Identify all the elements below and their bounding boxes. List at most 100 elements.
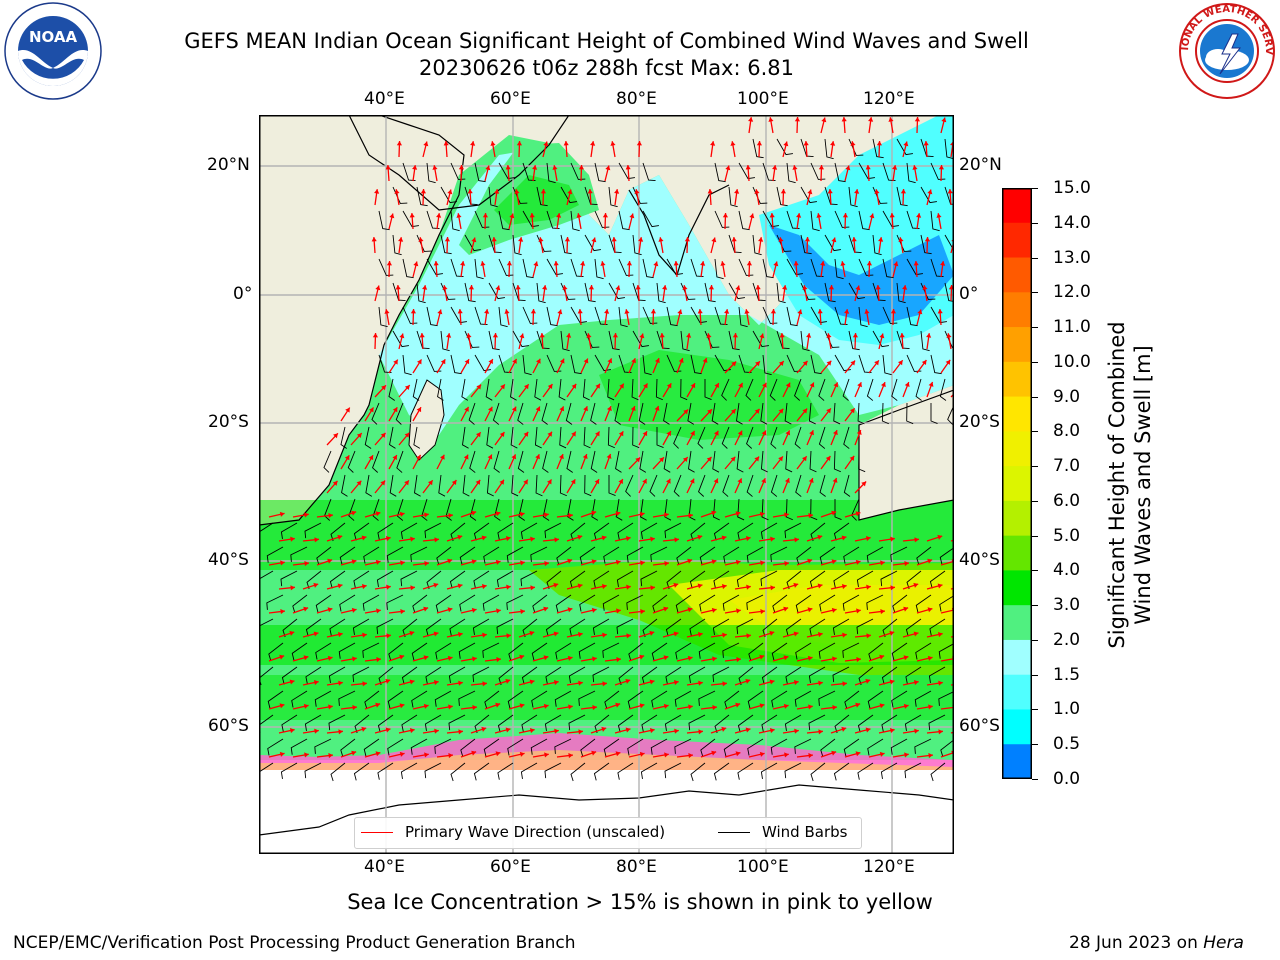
- wave-arrow-head: [615, 559, 621, 565]
- wave-arrow-head: [809, 382, 815, 388]
- wind-barb: [872, 138, 884, 159]
- wave-arrow-head: [831, 510, 837, 516]
- wave-arrow-head: [831, 607, 837, 613]
- wind-barb: [642, 306, 658, 324]
- wind-barb: [389, 474, 397, 497]
- wave-arrow-head: [398, 237, 404, 242]
- wave-arrow-head: [809, 430, 814, 436]
- wave-arrow-head: [418, 237, 424, 242]
- wind-barb: [736, 450, 744, 473]
- wind-barb: [291, 642, 308, 661]
- colorbar-tick-mark: [1032, 222, 1038, 224]
- wave-arrow-head: [868, 117, 874, 122]
- wave-arrow-head: [802, 360, 808, 366]
- wind-barb: [843, 546, 860, 564]
- wave-arrow-head: [505, 536, 511, 542]
- wind-barb: [872, 330, 889, 348]
- wave-arrow-head: [650, 309, 656, 314]
- wave-arrow-head: [639, 751, 645, 757]
- wave-arrow-head: [568, 753, 573, 759]
- wind-barb: [530, 738, 548, 755]
- wave-arrow-head: [682, 457, 688, 463]
- wave-arrow-head: [831, 237, 837, 243]
- wave-arrow-head: [433, 680, 439, 686]
- wind-barb: [365, 474, 373, 497]
- wind-barb: [560, 234, 572, 255]
- wave-arrow-head: [304, 561, 309, 567]
- wave-arrow-head: [855, 751, 861, 757]
- wind-barb: [906, 306, 918, 327]
- wind-barb: [497, 762, 514, 780]
- svg-text:NOAA: NOAA: [29, 28, 78, 46]
- wind-barb: [832, 666, 850, 683]
- footer-host: Hera: [1203, 933, 1244, 953]
- wave-arrow-head: [399, 511, 405, 517]
- wind-barb: [794, 378, 802, 401]
- wind-barb: [568, 666, 586, 683]
- wave-arrow-head: [794, 728, 799, 734]
- wind-barb: [570, 354, 582, 375]
- wind-barb: [340, 738, 356, 757]
- wave-arrow-head: [400, 560, 405, 566]
- wave-arrow-head: [495, 702, 501, 708]
- wind-barb: [939, 547, 954, 565]
- wind-barb: [747, 738, 764, 756]
- lat-label-right: 0°: [959, 284, 979, 304]
- wave-arrow-head: [770, 585, 775, 591]
- wind-barb: [747, 690, 764, 709]
- wave-arrow-head: [568, 513, 573, 519]
- wave-arrow-head: [770, 536, 775, 542]
- lon-label-bottom: 80°E: [616, 857, 657, 877]
- wind-barb: [396, 498, 404, 521]
- wind-barb: [593, 522, 610, 541]
- wind-barb: [594, 162, 606, 183]
- wind-barb: [511, 474, 519, 497]
- wind-barb: [436, 546, 452, 565]
- wind-barb: [809, 450, 817, 473]
- wave-arrow-head: [538, 237, 544, 242]
- footer-date-text: 28 Jun 2023 on: [1069, 933, 1204, 953]
- wave-arrow-head: [625, 165, 631, 170]
- wind-barb: [882, 258, 894, 279]
- wave-arrow-head: [683, 409, 689, 415]
- wave-arrow-head: [571, 383, 577, 389]
- wave-arrow-head: [314, 728, 319, 734]
- wind-barb: [649, 474, 658, 497]
- wave-arrow-head: [303, 703, 309, 709]
- wind-barb: [746, 474, 754, 497]
- wind-barb: [642, 354, 652, 376]
- wave-arrow-head: [487, 454, 493, 460]
- wind-barb: [786, 306, 798, 327]
- wind-barb: [410, 738, 428, 755]
- wave-arrow-head: [543, 141, 549, 147]
- wind-barb: [560, 186, 577, 204]
- wave-arrow-head: [615, 285, 621, 291]
- wave-arrow-head: [842, 213, 848, 218]
- wave-arrow-head: [688, 704, 693, 710]
- wave-arrow-head: [457, 583, 463, 589]
- wave-arrow-head: [616, 657, 621, 663]
- wind-barb: [930, 162, 946, 180]
- wave-arrow-head: [457, 632, 463, 638]
- wave-arrow-head: [327, 607, 333, 613]
- wind-barb: [810, 498, 818, 521]
- wave-arrow-head: [817, 534, 823, 540]
- wave-arrow-head: [730, 456, 736, 462]
- wind-barb: [626, 594, 644, 610]
- wave-arrow-head: [902, 285, 908, 290]
- wind-barb: [675, 642, 692, 660]
- wave-arrow-head: [327, 558, 333, 564]
- wind-barb: [641, 666, 658, 685]
- wave-arrow-head: [404, 385, 410, 391]
- wind-barb: [291, 690, 308, 708]
- wind-barb: [531, 690, 548, 708]
- wind-barb: [819, 546, 836, 565]
- wind-barb: [882, 210, 899, 228]
- wind-barb: [555, 594, 572, 613]
- wind-barb: [414, 474, 421, 497]
- wave-arrow-head: [361, 535, 367, 541]
- wind-barb: [508, 642, 524, 661]
- wave-arrow-head: [568, 704, 573, 710]
- wind-barb: [915, 594, 932, 613]
- wave-direction-legend-line: [361, 832, 393, 833]
